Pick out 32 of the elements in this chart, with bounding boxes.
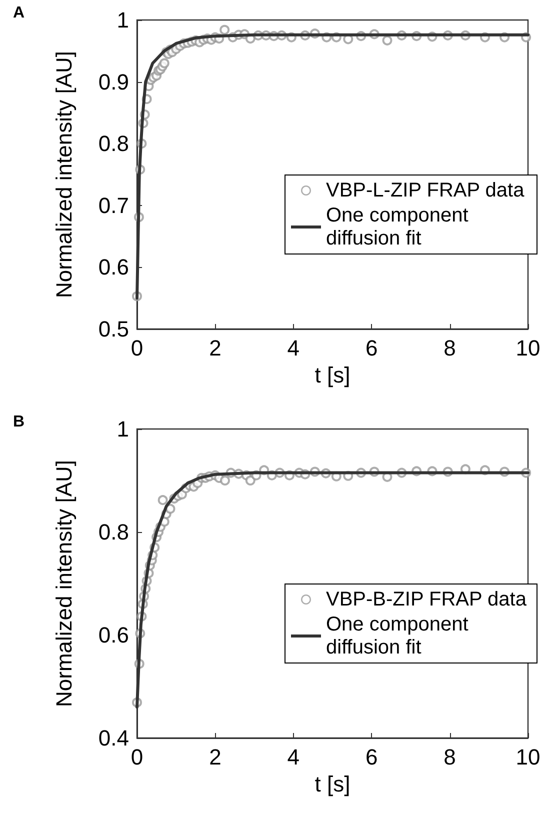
- legend-label: One component diffusion fit: [326, 614, 474, 658]
- x-axis-title: t [s]: [314, 771, 350, 796]
- x-tick-label: 6: [365, 336, 378, 360]
- y-tick-label: 0.4: [98, 726, 129, 750]
- x-tick-label: 2: [209, 336, 222, 360]
- x-tick-label: 6: [365, 744, 378, 770]
- y-tick-label: 0.9: [98, 69, 129, 94]
- x-tick-label: 10: [516, 336, 540, 360]
- x-tick-label: 8: [444, 336, 456, 360]
- chart-title: B: [13, 414, 25, 430]
- legend-label: VBP-L-ZIP FRAP data: [326, 180, 526, 202]
- y-axis-title: Normalized intensity [AU]: [52, 460, 76, 707]
- x-tick-label: 4: [287, 744, 300, 770]
- x-tick-label: 0: [130, 744, 144, 770]
- y-tick-label: 0.8: [98, 520, 129, 544]
- y-tick-label: 0.6: [98, 622, 129, 648]
- x-axis-title: t [s]: [314, 362, 350, 388]
- x-tick-label: 8: [444, 744, 456, 770]
- y-tick-label: 0.8: [98, 131, 129, 156]
- y-tick-label: 1: [116, 416, 129, 442]
- y-tick-label: 0.6: [98, 254, 129, 280]
- legend-label: One component diffusion fit: [326, 204, 474, 250]
- x-tick-label: 0: [130, 336, 144, 360]
- x-tick-label: 4: [287, 336, 300, 360]
- y-tick-label: 0.5: [98, 316, 129, 342]
- y-tick-label: 1: [116, 8, 129, 32]
- y-axis-title: Normalized intensity [AU]: [52, 51, 76, 298]
- x-tick-label: 10: [516, 744, 540, 770]
- x-tick-label: 2: [209, 744, 222, 770]
- legend-label: VBP-B-ZIP FRAP data: [326, 588, 528, 610]
- chart-title: A: [13, 4, 25, 22]
- y-tick-label: 0.7: [98, 192, 129, 218]
